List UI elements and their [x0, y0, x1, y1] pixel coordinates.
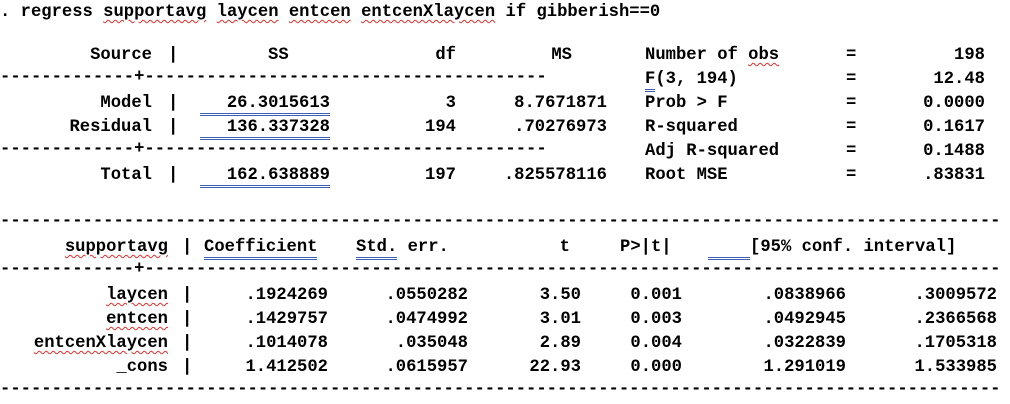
coef-dep-header: supportavg: [64, 238, 168, 257]
coef-header-coefficient: Coefficient: [204, 238, 318, 260]
row-df: 3: [445, 94, 456, 113]
equals: =: [846, 70, 857, 89]
equals: =: [846, 166, 857, 185]
bar: |: [168, 118, 179, 137]
command-prefix: . regress: [0, 3, 104, 22]
row-ci-low: 1.291019: [763, 358, 846, 377]
equals: =: [846, 142, 857, 161]
coef-header-se: Std. err.: [356, 238, 449, 260]
row-std-err: .035048: [395, 334, 468, 353]
row-std-err: .0474992: [385, 310, 468, 329]
row-ss: 26.3015613: [200, 94, 330, 116]
row-t: 22.93: [529, 358, 581, 377]
coef-header-ci: [95% conf. interval]: [708, 238, 956, 260]
row-ci-low: .0838966: [763, 286, 846, 305]
coef-top-rule: ----------------------------------------…: [0, 212, 998, 231]
stat-value: 0.1617: [923, 118, 985, 137]
indep-var-2: entcen: [288, 3, 351, 22]
stat-value: .83831: [923, 166, 985, 185]
row-df: 194: [425, 118, 456, 137]
row-ms: .70276973: [514, 118, 607, 137]
row-variable: _cons: [116, 358, 168, 377]
row-std-err: .0615957: [385, 358, 468, 377]
stat-label: Number of obs: [645, 46, 780, 65]
anova-separator: -------------+--------------------------…: [0, 68, 547, 87]
row-p: 0.000: [630, 358, 682, 377]
row-variable: entcenXlaycen: [33, 334, 168, 353]
row-ci-low: .0492945: [763, 310, 846, 329]
row-variable: entcen: [106, 310, 168, 329]
row-std-err: .0550282: [385, 286, 468, 305]
row-p: 0.003: [630, 310, 682, 329]
anova-separator: -------------+--------------------------…: [0, 140, 547, 159]
coef-header-t: t: [559, 238, 570, 257]
equals: =: [846, 94, 857, 113]
equals: =: [846, 46, 857, 65]
bar: |: [182, 238, 193, 257]
row-coefficient: .1924269: [245, 286, 328, 305]
coef-bottom-rule: ----------------------------------------…: [0, 380, 998, 399]
stat-label: R-squared: [645, 118, 738, 137]
row-coefficient: .1014078: [245, 334, 328, 353]
row-t: 2.89: [539, 334, 581, 353]
stat-label: Adj R-squared: [645, 142, 780, 161]
ms-header: MS: [551, 46, 572, 65]
stat-label: F(3, 194): [645, 70, 738, 92]
row-ci-high: .2366568: [914, 310, 997, 329]
bar: |: [168, 46, 179, 65]
row-p: 0.004: [630, 334, 682, 353]
depvar: supportavg: [103, 3, 207, 22]
row-ss: 136.337328: [200, 118, 330, 140]
stat-label: Root MSE: [645, 166, 728, 185]
stat-label: Prob > F: [645, 94, 728, 113]
row-coefficient: .1429757: [245, 310, 328, 329]
coef-separator: -------------+--------------------------…: [0, 260, 998, 279]
source-header: Source: [90, 46, 152, 65]
row-source: Total: [100, 166, 152, 185]
stat-value: 0.0000: [923, 94, 985, 113]
equals: =: [846, 118, 857, 137]
stat-value: 198: [954, 46, 985, 65]
row-ms: .825578116: [503, 166, 607, 185]
if-condition: gibberish==0: [536, 3, 661, 22]
df-header: df: [435, 46, 456, 65]
row-ss: 162.638889: [200, 166, 330, 188]
row-ci-high: .3009572: [914, 286, 997, 305]
stat-value: 0.1488: [923, 142, 985, 161]
bar: |: [182, 358, 193, 377]
row-p: 0.001: [630, 286, 682, 305]
row-t: 3.01: [539, 310, 581, 329]
row-df: 197: [425, 166, 456, 185]
row-ci-low: .0322839: [763, 334, 846, 353]
bar: |: [182, 334, 193, 353]
bar: |: [182, 310, 193, 329]
bar: |: [182, 286, 193, 305]
row-variable: laycen: [106, 286, 168, 305]
row-source: Model: [100, 94, 152, 113]
row-ms: 8.7671871: [514, 94, 607, 113]
row-source: Residual: [69, 118, 152, 137]
row-ci-high: 1.533985: [914, 358, 997, 377]
row-t: 3.50: [539, 286, 581, 305]
if-keyword: if: [505, 3, 527, 22]
indep-var-3: entcenXlaycen: [361, 3, 496, 22]
stat-value: 12.48: [933, 70, 985, 89]
coef-header-p: P>|t|: [620, 238, 672, 257]
bar: |: [168, 166, 179, 185]
ss-header: SS: [268, 46, 289, 65]
indep-var-1: laycen: [216, 3, 279, 22]
row-ci-high: .1705318: [914, 334, 997, 353]
bar: |: [168, 94, 179, 113]
command-line: . regress supportavg laycen entcen entce…: [0, 2, 660, 24]
row-coefficient: 1.412502: [245, 358, 328, 377]
